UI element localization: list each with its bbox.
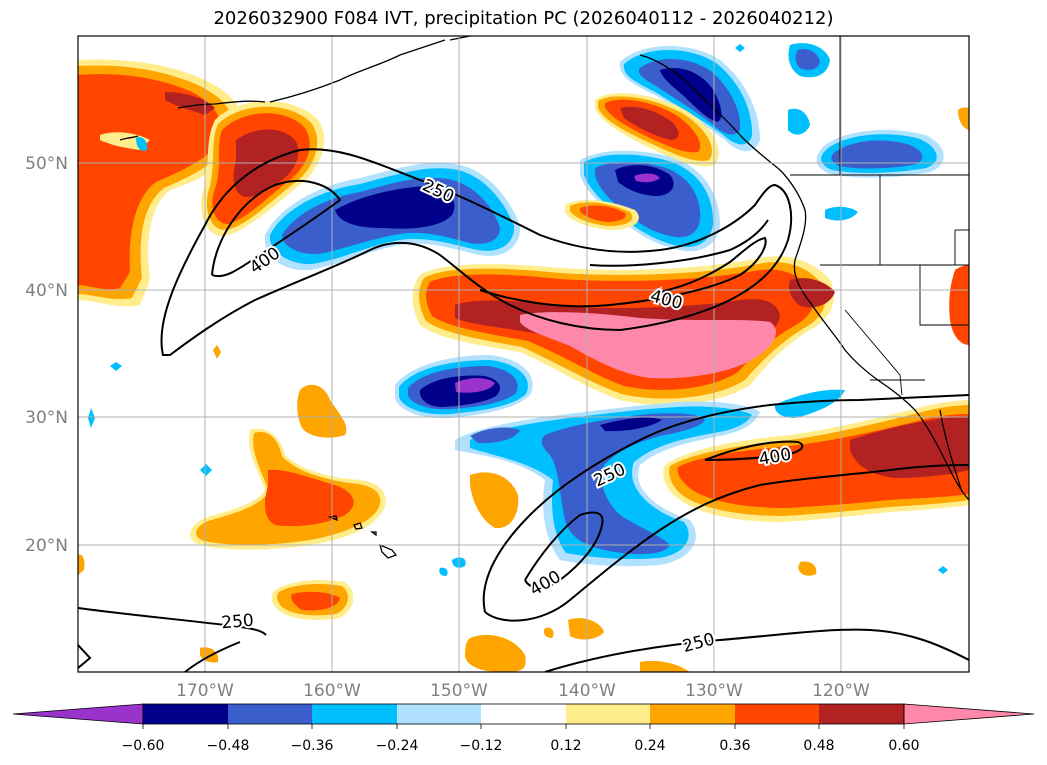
lon-label-120w: 120°W — [812, 681, 870, 701]
colorbar-segment — [312, 704, 397, 724]
colorbar-over-triangle — [903, 703, 1035, 725]
lat-label-40n: 40°N — [25, 281, 68, 301]
colorbar-segment — [481, 704, 566, 724]
colorbar-under-triangle — [12, 703, 144, 725]
lon-label-130w: 130°W — [685, 681, 743, 701]
lon-label-140w: 140°W — [558, 681, 616, 701]
lat-label-30n: 30°N — [25, 408, 68, 428]
colorbar-tick-label: −0.12 — [460, 738, 503, 754]
gridlines — [78, 36, 969, 672]
precip-pc-fill — [78, 43, 969, 672]
colorbar-tick-label: 0.36 — [719, 738, 750, 754]
political-borders — [790, 36, 969, 396]
lat-label-50n: 50°N — [25, 154, 68, 174]
lat-label-20n: 20°N — [25, 536, 68, 556]
colorbar-tick-label: 0.60 — [888, 738, 919, 754]
lon-label-170w: 170°W — [176, 681, 234, 701]
colorbar-segment — [650, 704, 735, 724]
colorbar-tick-label: −0.60 — [122, 738, 165, 754]
map-frame — [77, 35, 970, 673]
colorbar-segment — [228, 704, 312, 724]
colorbar-segment — [735, 704, 819, 724]
longitude-labels: 170°W 160°W 150°W 140°W 130°W 120°W — [176, 681, 870, 701]
map-plot-area: 250 400 400 250 400 400 250 250 — [77, 35, 970, 673]
colorbar-tick-label: 0.12 — [550, 738, 581, 754]
colorbar-segment — [566, 704, 650, 724]
colorbar: −0.60 −0.48 −0.36 −0.24 −0.12 0.12 0.24 … — [12, 703, 1035, 754]
colorbar-tick-label: 0.48 — [803, 738, 834, 754]
colorbar-tick-label: −0.36 — [291, 738, 334, 754]
ivt-label-250-c: 250 — [221, 611, 255, 634]
colorbar-tick-label: 0.24 — [634, 738, 665, 754]
colorbar-tick-label: −0.48 — [207, 738, 250, 754]
map-title: 2026032900 F084 IVT, precipitation PC (2… — [213, 8, 834, 29]
colorbar-tick-label: −0.24 — [376, 738, 419, 754]
colorbar-segment — [819, 704, 904, 724]
lon-label-150w: 150°W — [430, 681, 488, 701]
ivt-contours — [78, 148, 969, 672]
lon-label-160w: 160°W — [303, 681, 361, 701]
coastlines — [119, 36, 969, 559]
latitude-labels: 50°N 40°N 30°N 20°N — [25, 154, 68, 556]
colorbar-segment — [143, 704, 228, 724]
colorbar-segment — [397, 704, 481, 724]
